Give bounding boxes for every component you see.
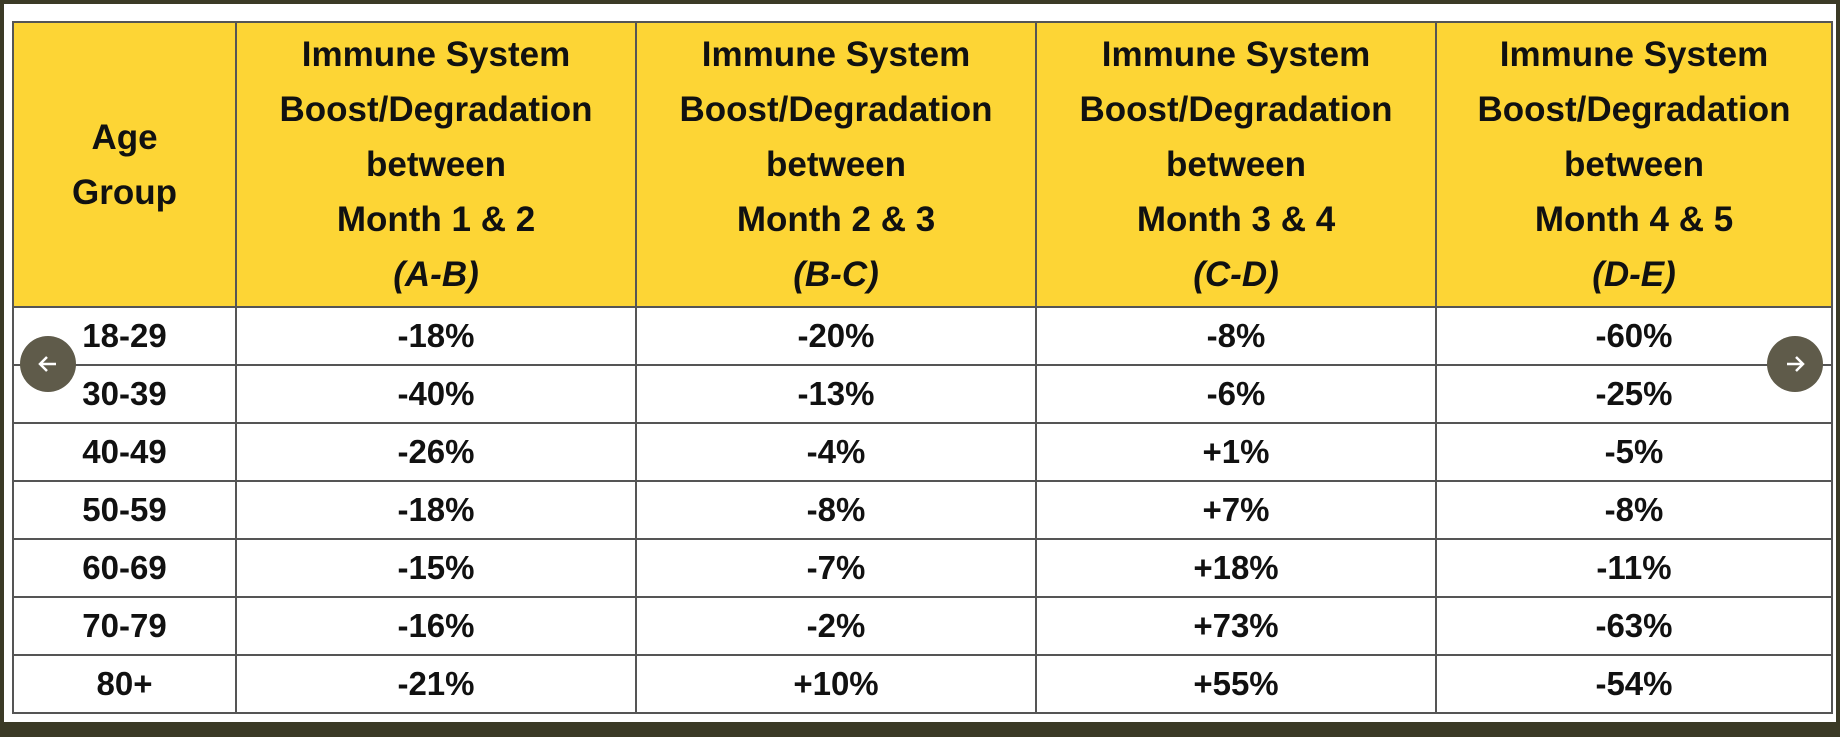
header-code: (A-B)	[393, 255, 479, 294]
age-group-cell: 50-59	[12, 480, 237, 540]
header-cell: Immune System Boost/Degradation between Mon…	[1435, 21, 1833, 308]
value-cell: -18%	[235, 306, 637, 366]
header-line: between	[365, 145, 507, 184]
value-cell: +55%	[1035, 654, 1437, 714]
data-table: Age Group Immune System Boost/Degradation be…	[12, 21, 1833, 714]
header-code: (B-C)	[793, 255, 879, 294]
value-cell: -18%	[235, 480, 637, 540]
value-cell: -7%	[635, 538, 1037, 598]
age-group-cell: 60-69	[12, 538, 237, 598]
age-group-cell: 70-79	[12, 596, 237, 656]
value-cell: -8%	[1035, 306, 1437, 366]
value-cell: +73%	[1035, 596, 1437, 656]
value-cell: -6%	[1035, 364, 1437, 424]
table-row: 30-39 -40% -13% -6% -25%	[12, 364, 1833, 424]
table-row: 18-29 -18% -20% -8% -60%	[12, 306, 1833, 366]
value-cell: -5%	[1435, 422, 1833, 482]
age-group-cell: 80+	[12, 654, 237, 714]
table-row: 70-79 -16% -2% +73% -63%	[12, 596, 1833, 656]
value-cell: -11%	[1435, 538, 1833, 598]
value-cell: -20%	[635, 306, 1037, 366]
header-line: Age	[91, 117, 158, 157]
value-cell: -26%	[235, 422, 637, 482]
header-line: Month 3 & 4	[1136, 200, 1336, 239]
age-group-cell: 40-49	[12, 422, 237, 482]
arrow-right-icon	[1787, 356, 1805, 372]
value-cell: -13%	[635, 364, 1037, 424]
header-line: Immune System	[701, 35, 971, 74]
table-row: 60-69 -15% -7% +18% -11%	[12, 538, 1833, 598]
header-code: (D-E)	[1592, 255, 1676, 294]
image-frame: Age Group Immune System Boost/Degradation be…	[4, 4, 1836, 722]
value-cell: -8%	[635, 480, 1037, 540]
header-row: Age Group Immune System Boost/Degradation be…	[12, 21, 1833, 308]
value-cell: +18%	[1035, 538, 1437, 598]
header-code: (C-D)	[1193, 255, 1279, 294]
header-line: between	[1165, 145, 1307, 184]
value-cell: -40%	[235, 364, 637, 424]
table-row: 40-49 -26% -4% +1% -5%	[12, 422, 1833, 482]
header-line: Group	[72, 172, 177, 212]
prev-button[interactable]	[20, 336, 76, 392]
header-cell: Immune System Boost/Degradation between Mon…	[1035, 21, 1437, 308]
value-cell: -54%	[1435, 654, 1833, 714]
value-cell: -63%	[1435, 596, 1833, 656]
table-body: 18-29 -18% -20% -8% -60% 30-39 -40% -13% -6% -25%…	[12, 306, 1833, 714]
header-cell: Immune System Boost/Degradation between Mon…	[235, 21, 637, 308]
value-cell: +1%	[1035, 422, 1437, 482]
header-line: Boost/Degradation	[1079, 90, 1393, 129]
value-cell: -4%	[635, 422, 1037, 482]
header-line: Immune System	[301, 35, 571, 74]
value-cell: +10%	[635, 654, 1037, 714]
arrow-left-icon	[38, 356, 56, 372]
header-line: Month 4 & 5	[1534, 200, 1734, 239]
table-row: 50-59 -18% -8% +7% -8%	[12, 480, 1833, 540]
header-cell: Immune System Boost/Degradation between Mon…	[635, 21, 1037, 308]
value-cell: -25%	[1435, 364, 1833, 424]
value-cell: -21%	[235, 654, 637, 714]
header-line: Immune System	[1101, 35, 1371, 74]
value-cell: -60%	[1435, 306, 1833, 366]
header-line: Boost/Degradation	[279, 90, 593, 129]
header-line: Boost/Degradation	[1477, 90, 1791, 129]
header-line: between	[1563, 145, 1705, 184]
value-cell: -2%	[635, 596, 1037, 656]
header-line: between	[765, 145, 907, 184]
value-cell: -16%	[235, 596, 637, 656]
header-line: Month 2 & 3	[736, 200, 936, 239]
header-cell: Age Group	[12, 21, 237, 308]
header-line: Boost/Degradation	[679, 90, 993, 129]
value-cell: +7%	[1035, 480, 1437, 540]
value-cell: -8%	[1435, 480, 1833, 540]
header-line: Immune System	[1499, 35, 1769, 74]
next-button[interactable]	[1767, 336, 1823, 392]
table-row: 80+ -21% +10% +55% -54%	[12, 654, 1833, 714]
header-line: Month 1 & 2	[336, 200, 536, 239]
value-cell: -15%	[235, 538, 637, 598]
